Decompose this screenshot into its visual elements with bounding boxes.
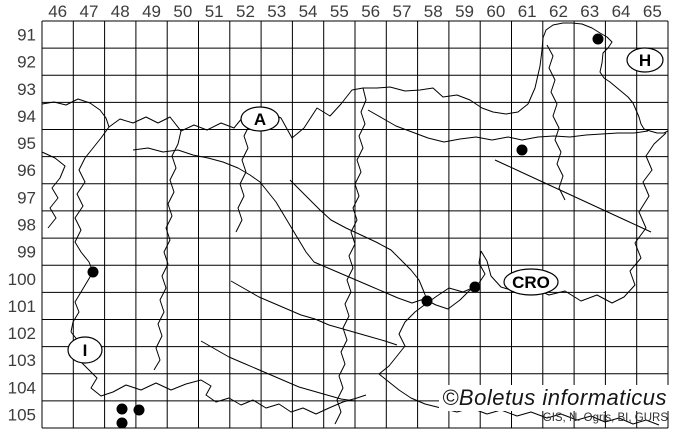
river-line — [334, 87, 367, 425]
grid-col-label: 53 — [267, 2, 286, 21]
grid-col-label: 65 — [643, 2, 662, 21]
occurrence-dot — [469, 281, 481, 293]
river-line — [108, 22, 669, 139]
occurrence-dot — [516, 144, 528, 156]
river-line — [378, 373, 660, 426]
occurrence-dot — [116, 417, 128, 429]
grid-row-label: 95 — [17, 134, 36, 153]
grid-col-label: 46 — [48, 2, 67, 21]
river-line — [200, 340, 356, 402]
occurrence-dot — [87, 266, 99, 278]
watermark: ©Boletus informaticus — [439, 385, 670, 411]
river-line — [378, 250, 486, 375]
grid-col-label: 57 — [392, 2, 411, 21]
river-line — [153, 130, 182, 371]
occurrence-dot — [421, 295, 433, 307]
grid-col-label: 50 — [173, 2, 192, 21]
grid-col-label: 52 — [236, 2, 255, 21]
grid-col-label: 54 — [299, 2, 318, 21]
grid-col-label: 58 — [424, 2, 443, 21]
occurrence-dot — [592, 33, 604, 45]
grid-row-label: 99 — [17, 243, 36, 262]
grid-row-label: 92 — [17, 53, 36, 72]
grid-col-label: 56 — [361, 2, 380, 21]
occurrence-dot — [116, 403, 128, 415]
river-line — [70, 331, 367, 415]
attribution-credits: GIS, N. Ogris, BI, GURS — [542, 412, 668, 424]
river-line — [546, 44, 566, 201]
river-line — [289, 179, 428, 301]
river-line — [132, 147, 476, 310]
country-label-ellipse-austria — [240, 106, 280, 132]
river-line — [41, 98, 110, 128]
grid-row-label: 91 — [17, 26, 36, 45]
river-line — [494, 159, 652, 233]
grid-row-label: 94 — [17, 107, 36, 126]
grid-row-label: 93 — [17, 80, 36, 99]
grid-col-label: 62 — [549, 2, 568, 21]
grid-row-label: 98 — [17, 216, 36, 235]
grid-col-label: 63 — [580, 2, 599, 21]
country-label-ellipse-croatia — [503, 268, 559, 296]
grid-col-label: 47 — [79, 2, 98, 21]
country-label-ellipse-italy — [67, 336, 103, 364]
country-label-text-hungary: H — [639, 51, 651, 70]
grid-col-label: 55 — [330, 2, 349, 21]
grid-row-label: 101 — [8, 297, 36, 316]
country-label-text-croatia: CRO — [512, 273, 550, 292]
grid-row-label: 103 — [8, 351, 36, 370]
occurrence-dot — [133, 404, 145, 416]
river-line — [70, 126, 110, 333]
grid-col-label: 48 — [111, 2, 130, 21]
grid-col-label: 59 — [455, 2, 474, 21]
grid-row-label: 102 — [8, 324, 36, 343]
grid-col-label: 49 — [142, 2, 161, 21]
grid-row-label: 96 — [17, 161, 36, 180]
grid-row-label: 105 — [8, 405, 36, 424]
grid-row-label: 100 — [8, 270, 36, 289]
country-label-text-italy: I — [83, 341, 88, 360]
country-label-ellipse-hungary — [626, 47, 664, 73]
grid-col-label: 60 — [486, 2, 505, 21]
grid-row-label: 104 — [8, 378, 36, 397]
river-line — [235, 111, 251, 233]
country-label-text-austria: A — [254, 110, 266, 129]
grid-col-label: 64 — [612, 2, 631, 21]
river-line — [41, 151, 66, 229]
grid-col-label: 61 — [518, 2, 537, 21]
grid-col-label: 51 — [205, 2, 224, 21]
grid-row-label: 97 — [17, 188, 36, 207]
river-line — [230, 280, 398, 346]
river-line — [367, 109, 649, 143]
